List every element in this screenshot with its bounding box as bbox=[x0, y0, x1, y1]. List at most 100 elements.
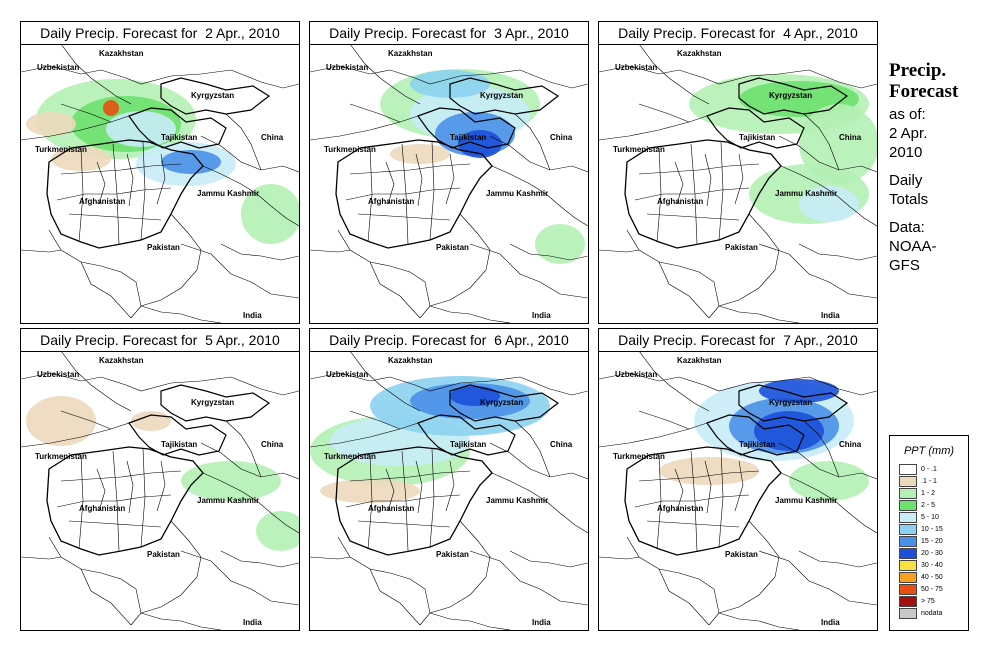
legend-swatch bbox=[899, 548, 917, 559]
label-jammu-kashmir: Jammu Kashmir bbox=[486, 496, 548, 505]
legend-label: 15 - 20 bbox=[921, 538, 943, 545]
label-turkmenistan: Turkmenistan bbox=[613, 452, 665, 461]
label-uzbekistan: Uzbekistan bbox=[326, 63, 368, 72]
legend-swatch bbox=[899, 560, 917, 571]
legend-row: 15 - 20 bbox=[899, 536, 964, 547]
precip-cell bbox=[256, 511, 299, 551]
precip-cell bbox=[759, 379, 839, 403]
label-jammu-kashmir: Jammu Kashmir bbox=[197, 189, 259, 198]
borders bbox=[599, 43, 877, 323]
precip-cell bbox=[450, 386, 500, 406]
borders bbox=[21, 350, 299, 630]
data-label: Data: bbox=[889, 219, 925, 236]
legend-row: 40 - 50 bbox=[899, 572, 964, 583]
label-kazakhstan: Kazakhstan bbox=[677, 356, 722, 365]
asof-year: 2010 bbox=[889, 144, 923, 161]
legend-label: 10 - 15 bbox=[921, 526, 943, 533]
label-india: India bbox=[821, 618, 840, 627]
legend-swatch bbox=[899, 476, 917, 487]
label-tajikistan: Tajikistan bbox=[739, 440, 775, 449]
forecast-panel: Daily Precip. Forecast for 3 Apr., 2010 bbox=[309, 21, 589, 324]
forecast-panel: Daily Precip. Forecast for 5 Apr., 2010 bbox=[20, 328, 300, 631]
label-uzbekistan: Uzbekistan bbox=[37, 63, 79, 72]
legend-swatch bbox=[899, 524, 917, 535]
legend-label: 0 - .1 bbox=[921, 466, 937, 473]
legend-swatch bbox=[899, 536, 917, 547]
forecast-map: Kazakhstan Uzbekistan Kyrgyzstan Tajikis… bbox=[599, 43, 877, 323]
label-pakistan: Pakistan bbox=[725, 550, 758, 559]
panel-title: Daily Precip. Forecast for 3 Apr., 2010 bbox=[310, 22, 588, 45]
label-kazakhstan: Kazakhstan bbox=[99, 356, 144, 365]
label-china: China bbox=[261, 440, 284, 449]
borders bbox=[310, 43, 588, 323]
legend-label: 50 - 75 bbox=[921, 586, 943, 593]
legend-row: 20 - 30 bbox=[899, 548, 964, 559]
label-india: India bbox=[821, 311, 840, 320]
label-china: China bbox=[261, 133, 284, 142]
legend-label: .1 - 1 bbox=[921, 478, 937, 485]
label-india: India bbox=[243, 311, 262, 320]
legend-swatch bbox=[899, 584, 917, 595]
asof-date: 2 Apr. bbox=[889, 125, 928, 142]
label-uzbekistan: Uzbekistan bbox=[615, 63, 657, 72]
label-uzbekistan: Uzbekistan bbox=[37, 370, 79, 379]
legend-swatch bbox=[899, 596, 917, 607]
label-pakistan: Pakistan bbox=[147, 550, 180, 559]
map-labels: Kazakhstan Uzbekistan Kyrgyzstan Tajikis… bbox=[35, 356, 284, 627]
label-afghanistan: Afghanistan bbox=[79, 504, 125, 513]
panel-title: Daily Precip. Forecast for 2 Apr., 2010 bbox=[21, 22, 299, 45]
label-india: India bbox=[532, 618, 551, 627]
borders bbox=[599, 350, 877, 630]
label-turkmenistan: Turkmenistan bbox=[35, 145, 87, 154]
precip-cell bbox=[789, 461, 869, 501]
legend-row: 1 - 2 bbox=[899, 488, 964, 499]
label-jammu-kashmir: Jammu Kashmir bbox=[775, 496, 837, 505]
precip-cell bbox=[320, 479, 420, 503]
label-kyrgyzstan: Kyrgyzstan bbox=[769, 398, 812, 407]
legend-label: 40 - 50 bbox=[921, 574, 943, 581]
label-china: China bbox=[550, 133, 573, 142]
label-uzbekistan: Uzbekistan bbox=[326, 370, 368, 379]
label-afghanistan: Afghanistan bbox=[368, 197, 414, 206]
daily-label: Daily bbox=[889, 172, 923, 189]
label-jammu-kashmir: Jammu Kashmir bbox=[197, 496, 259, 505]
legend-swatch bbox=[899, 464, 917, 475]
data-source-1: NOAA- bbox=[889, 238, 937, 255]
legend-swatch bbox=[899, 488, 917, 499]
precip-cell bbox=[131, 411, 171, 431]
map-labels: Kazakhstan Uzbekistan Kyrgyzstan Tajikis… bbox=[613, 356, 862, 627]
label-tajikistan: Tajikistan bbox=[450, 440, 486, 449]
legend-row: 0 - .1 bbox=[899, 464, 964, 475]
legend-row: > 75 bbox=[899, 596, 964, 607]
panel-title: Daily Precip. Forecast for 5 Apr., 2010 bbox=[21, 329, 299, 352]
precip-cell bbox=[26, 396, 96, 446]
label-afghanistan: Afghanistan bbox=[657, 504, 703, 513]
data-source-2: GFS bbox=[889, 257, 920, 274]
label-china: China bbox=[839, 440, 862, 449]
legend-title: PPT (mm) bbox=[903, 445, 955, 457]
label-pakistan: Pakistan bbox=[436, 550, 469, 559]
legend-label: > 75 bbox=[921, 598, 935, 605]
totals-label: Totals bbox=[889, 191, 929, 208]
precip-cell bbox=[181, 461, 281, 501]
forecast-map: Kazakhstan Uzbekistan Kyrgyzstan Tajikis… bbox=[599, 350, 877, 630]
label-turkmenistan: Turkmenistan bbox=[324, 452, 376, 461]
asof-label: as of: bbox=[889, 106, 926, 123]
label-tajikistan: Tajikistan bbox=[450, 133, 486, 142]
label-pakistan: Pakistan bbox=[725, 243, 758, 252]
legend-row: 10 - 15 bbox=[899, 524, 964, 535]
precip-cell bbox=[26, 112, 76, 136]
legend-swatch bbox=[899, 512, 917, 523]
side-info: Precip. Forecast as of: 2 Apr. 2010 Dail… bbox=[889, 60, 979, 275]
forecast-panel: Daily Precip. Forecast for 6 Apr., 2010 bbox=[309, 328, 589, 631]
legend-swatch bbox=[899, 608, 917, 619]
label-afghanistan: Afghanistan bbox=[368, 504, 414, 513]
forecast-map: Kazakhstan Uzbekistan Kyrgyzstan Tajikis… bbox=[310, 43, 588, 323]
label-china: China bbox=[550, 440, 573, 449]
legend-row: 30 - 40 bbox=[899, 560, 964, 571]
legend-label: nodata bbox=[921, 610, 943, 617]
legend-label: 30 - 40 bbox=[921, 562, 943, 569]
panel-title: Daily Precip. Forecast for 7 Apr., 2010 bbox=[599, 329, 877, 352]
label-turkmenistan: Turkmenistan bbox=[613, 145, 665, 154]
legend-row: nodata bbox=[899, 608, 964, 619]
